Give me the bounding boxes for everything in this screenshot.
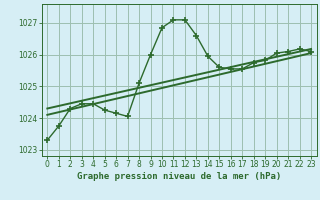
X-axis label: Graphe pression niveau de la mer (hPa): Graphe pression niveau de la mer (hPa) xyxy=(77,172,281,181)
